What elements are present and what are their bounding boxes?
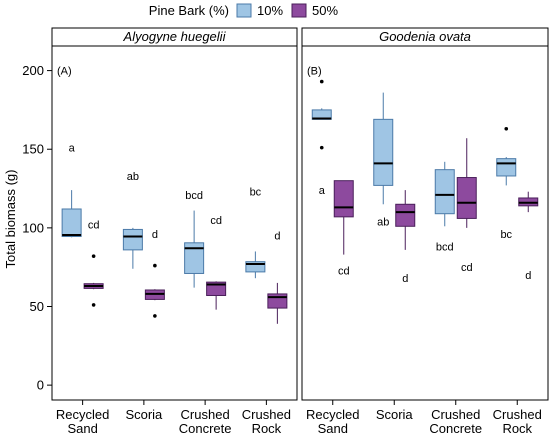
box (434, 169, 455, 215)
legend: Pine Bark (%) 10% 50% (149, 3, 339, 18)
panel-frame (301, 45, 549, 401)
y-tick-label: 50 (30, 299, 44, 314)
x-tick-label: Recycled (56, 407, 109, 422)
significance-letter: d (152, 229, 158, 241)
box (456, 177, 477, 219)
box (496, 158, 517, 177)
y-axis: 0 50 100 150 200 (22, 63, 53, 393)
box-group: cd (83, 220, 104, 307)
panel-tag: (B) (307, 66, 322, 78)
box (245, 261, 266, 273)
significance-letter: d (274, 231, 280, 243)
panel-title: Alyogyne huegelii (123, 29, 227, 44)
box-group: a (311, 79, 332, 197)
significance-letter: d (402, 273, 408, 285)
x-tick-label: Rock (502, 421, 532, 434)
box (373, 118, 394, 186)
x-tick-label: Crushed (181, 407, 230, 422)
outlier-point (91, 303, 96, 307)
significance-letter: ab (377, 217, 389, 229)
box (333, 180, 354, 218)
panel-frame (51, 45, 298, 401)
significance-letter: d (525, 270, 531, 282)
box (267, 293, 288, 309)
significance-letter: bcd (185, 190, 203, 202)
x-tick-label: Scoria (376, 407, 414, 422)
x-tick-label: Rock (252, 421, 282, 434)
outlier-point (153, 263, 157, 268)
box-group: bc (245, 187, 266, 279)
box-group: d (144, 229, 165, 318)
legend-title: Pine Bark (%) (149, 3, 229, 18)
significance-letter: ab (127, 171, 139, 183)
box-group: ab (122, 171, 143, 269)
significance-letter: cd (338, 265, 350, 277)
panel-title: Goodenia ovata (379, 29, 471, 44)
x-tick-label: Scoria (125, 407, 163, 422)
box-group: cd (456, 138, 477, 274)
box-group: d (395, 190, 416, 285)
box (184, 242, 205, 274)
box-group: bcd (184, 190, 205, 288)
y-axis-label: Total biomass (g) (3, 170, 18, 269)
significance-letter: bc (250, 187, 262, 199)
box (61, 208, 82, 238)
box-group: cd (333, 180, 354, 277)
y-tick-label: 150 (22, 142, 44, 157)
x-tick-label: Crushed (242, 407, 291, 422)
box-group: bc (496, 126, 517, 241)
box-group: a (61, 143, 82, 238)
box-group: bcd (434, 161, 455, 254)
x-tick-label: Concrete (179, 421, 232, 434)
legend-label-10: 10% (257, 3, 283, 18)
y-tick-label: 200 (22, 63, 44, 78)
x-tick-label: Sand (318, 421, 348, 434)
outlier-point (504, 126, 509, 131)
significance-letter: a (69, 143, 76, 155)
outlier-point (91, 254, 96, 258)
x-tick-label: Concrete (429, 421, 482, 434)
y-tick-label: 100 (22, 220, 44, 235)
x-tick-label: Crushed (493, 407, 542, 422)
x-tick-label: Recycled (306, 407, 359, 422)
significance-letter: cd (461, 262, 473, 274)
x-tick-label: Crushed (431, 407, 480, 422)
legend-swatch-50 (291, 3, 307, 18)
significance-letter: cd (210, 215, 222, 227)
x-tick-label: Sand (67, 421, 97, 434)
panel-tag: (A) (57, 66, 72, 78)
outlier-point (319, 79, 324, 84)
box (395, 203, 416, 227)
box-group: d (267, 231, 288, 324)
box-group: cd (206, 215, 227, 310)
legend-label-50: 50% (312, 3, 338, 18)
significance-letter: a (319, 185, 326, 197)
box (122, 228, 143, 251)
box-group: ab (373, 92, 394, 229)
outlier-point (319, 145, 324, 150)
outlier-point (153, 314, 157, 318)
significance-letter: bc (500, 229, 512, 241)
y-tick-label: 0 (37, 378, 44, 393)
legend-swatch-10 (236, 3, 252, 18)
box-group: d (518, 191, 539, 282)
significance-letter: bcd (436, 242, 454, 254)
significance-letter: cd (88, 220, 100, 232)
